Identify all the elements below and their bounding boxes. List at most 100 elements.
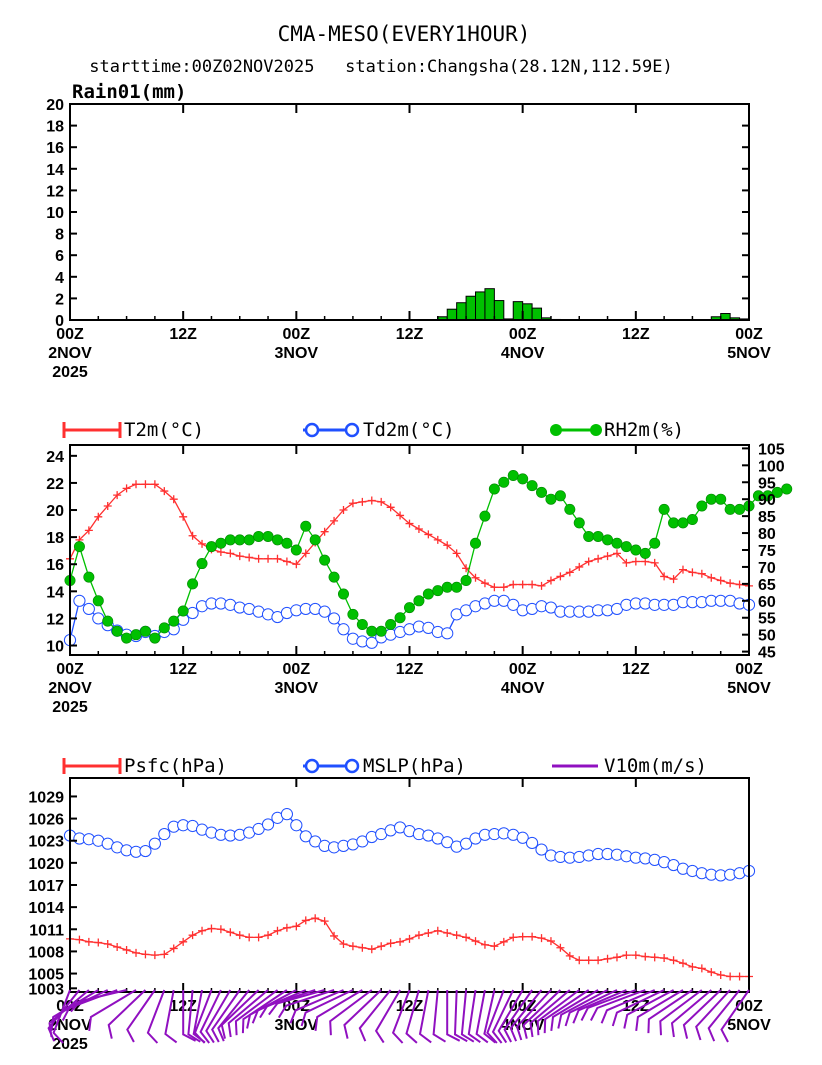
x-tick-date: 4NOV <box>501 345 545 362</box>
rh2m-point <box>630 544 642 556</box>
t2m-point <box>245 553 254 562</box>
rain-bar <box>493 300 505 321</box>
rh2m-point <box>573 517 585 529</box>
rh2m-point <box>451 581 463 593</box>
t2m-point <box>216 548 225 557</box>
wind-barb <box>259 989 316 1019</box>
t2m-point <box>377 497 386 506</box>
rh2m-point <box>498 476 510 488</box>
rh2m-point <box>639 547 651 559</box>
wind-barb <box>241 989 288 1034</box>
mslp-point <box>516 831 529 844</box>
y-tick-label: 0 <box>55 313 64 330</box>
mslp-point <box>535 843 548 856</box>
rh2m-point <box>366 625 378 637</box>
legend-mslp-label: MSLP(hPa) <box>363 755 466 777</box>
wind-barb <box>246 989 297 1029</box>
t2m-point <box>282 557 291 566</box>
t2m-point <box>348 499 357 508</box>
y-tick-label: 16 <box>46 557 64 574</box>
x-tick-date: 5NOV <box>727 680 771 697</box>
psfc-point <box>301 916 310 925</box>
psfc-point <box>282 923 291 932</box>
rain-panel-title: Rain01(mm) <box>72 81 186 103</box>
x-tick-year: 2025 <box>52 699 88 716</box>
t2m-point <box>386 503 395 512</box>
td2m-point <box>337 623 350 636</box>
t2m-point <box>631 557 640 566</box>
wind-barb <box>300 989 354 1027</box>
wind-barb <box>182 990 197 1042</box>
t2m-point <box>480 579 489 588</box>
thermo-plot <box>63 469 793 649</box>
psfc-point <box>84 937 93 946</box>
wind-barb <box>329 989 373 1036</box>
x-tick-label: 00Z <box>283 326 311 343</box>
psfc-point <box>198 926 207 935</box>
td2m-point <box>82 602 95 616</box>
psfc-point <box>697 964 706 973</box>
legend-rh2m-marker <box>590 424 602 436</box>
psfc-point <box>405 934 414 943</box>
t2m-point <box>612 549 621 558</box>
t2m-point <box>169 495 178 504</box>
psfc-point <box>641 952 650 961</box>
t2m-point <box>584 557 593 566</box>
wind-barb <box>164 989 178 1044</box>
wind-barb <box>220 989 260 1039</box>
rh2m-point <box>470 537 482 549</box>
rain-bar <box>522 303 533 321</box>
psfc-point <box>499 937 508 946</box>
rh2m-point <box>196 558 208 570</box>
t2m-point <box>160 487 169 496</box>
psfc-point <box>367 945 376 954</box>
y-tick-label: 20 <box>46 503 64 520</box>
rh2m-point <box>319 554 331 566</box>
rh2m-point <box>611 537 623 549</box>
wind-barb <box>391 989 411 1044</box>
psfc-point <box>603 954 612 963</box>
wind-barb <box>707 989 741 1042</box>
wind-barb <box>647 989 693 1034</box>
wind-barb <box>515 989 552 1041</box>
psfc-point <box>103 940 112 949</box>
y-tick-label: 14 <box>46 162 64 179</box>
t2m-point <box>594 554 603 563</box>
wind-barb <box>467 989 481 1044</box>
wind-barb <box>268 989 325 1016</box>
y-tick-label: 8 <box>55 227 64 244</box>
rh2m-point <box>262 530 274 542</box>
psfc-point <box>122 945 131 954</box>
y-tick-label: 10 <box>46 205 64 222</box>
rh2m-point <box>253 530 265 542</box>
x-tick-year: 2025 <box>52 364 88 381</box>
psfc-point <box>622 951 631 960</box>
t2m-point <box>235 552 244 561</box>
psfc-point <box>612 953 621 962</box>
wind-barb <box>70 989 127 1013</box>
x-tick-label: 12Z <box>396 998 424 1015</box>
y-tick-label: 1008 <box>28 944 64 961</box>
legend-td2m-marker <box>344 422 360 438</box>
rh2m-point <box>517 473 529 485</box>
t2m-point <box>141 480 150 489</box>
psfc-point <box>584 956 593 965</box>
mslp-point <box>139 844 152 858</box>
rain-bar <box>446 308 458 321</box>
t2m-point <box>405 519 414 528</box>
t2m-point <box>113 491 122 500</box>
rh2m-point <box>602 534 614 546</box>
wind-barb <box>497 989 524 1044</box>
y-tick-label: 1014 <box>28 900 64 917</box>
legend-t2m-label: T2m(°C) <box>124 419 204 441</box>
wind-barb <box>682 989 722 1039</box>
td2m-point <box>318 605 331 618</box>
psfc-point <box>480 940 489 949</box>
wind-barb <box>289 989 344 1024</box>
x-tick-date: 2NOV <box>48 680 92 697</box>
wind-barb <box>374 989 401 1044</box>
wind-barb <box>48 989 90 1038</box>
y-tick-label: 1020 <box>28 856 64 873</box>
